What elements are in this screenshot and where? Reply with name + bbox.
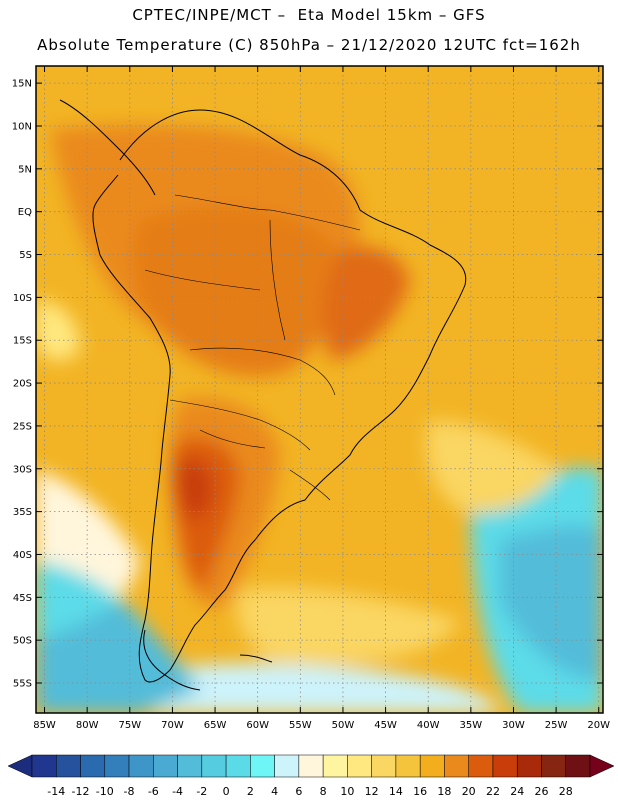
latitude-labels: 15N 10N 5N EQ 5S 10S 15S 20S 25S 30S 35S 40S 45S 50S 5… [12, 79, 32, 690]
colorbar-label: 0 [223, 785, 230, 798]
longitude-labels: 85W 80W 75W 70W 65W 60W 55W 50W 45W 40W 35W 30W 25W 2… [33, 720, 610, 731]
lat-label: 35S [13, 507, 32, 518]
colorbar-high-arrow [589, 754, 615, 778]
lon-label: 30W [502, 720, 525, 731]
lon-label: 60W [246, 720, 269, 731]
colorbar-swatch [104, 754, 130, 778]
colorbar-swatch [274, 754, 300, 778]
lon-label: 45W [374, 720, 397, 731]
colorbar-labels: -14 -12 -10 -8 -6 -4 -2 0 2 4 6 8 10 12 14 16 18 20 22 24 26… [47, 785, 572, 798]
colorbar-swatch [128, 754, 154, 778]
colorbar-label: 8 [320, 785, 327, 798]
colorbar-label: 20 [462, 785, 476, 798]
lat-label: 45S [13, 593, 32, 604]
lon-label: 80W [76, 720, 99, 731]
lon-label: 35W [460, 720, 483, 731]
colorbar-swatch [250, 754, 275, 778]
colorbar-swatch [468, 754, 494, 778]
lon-label: 20W [587, 720, 610, 731]
colorbar-label: 16 [413, 785, 427, 798]
colorbar-label: 22 [486, 785, 500, 798]
colorbar-swatch [56, 754, 81, 778]
colorbar-swatch [225, 754, 251, 778]
map-frame [35, 65, 604, 714]
colorbar-swatch [347, 754, 372, 778]
lat-label: 40S [13, 550, 32, 561]
temperature-field [36, 66, 603, 713]
colorbar-label: 6 [295, 785, 302, 798]
lat-label: 30S [13, 464, 32, 475]
lat-label: 10S [13, 293, 32, 304]
lat-label: 50S [13, 636, 32, 647]
colorbar-label: 26 [534, 785, 548, 798]
colorbar-label: 10 [340, 785, 354, 798]
colorbar-label: -14 [47, 785, 65, 798]
colorbar-label: 18 [437, 785, 451, 798]
lat-label: EQ [18, 207, 32, 218]
colorbar-swatch [31, 754, 57, 778]
colorbar-swatch [322, 754, 348, 778]
colorbar-swatch [541, 754, 566, 778]
colorbar-swatch [565, 754, 591, 778]
colorbar-label: 4 [271, 785, 278, 798]
lon-label: 40W [417, 720, 440, 731]
lat-label: 15N [12, 79, 32, 90]
axis-ticks [36, 66, 603, 713]
lon-label: 55W [289, 720, 312, 731]
lat-label: 5N [18, 164, 32, 175]
graticule [36, 66, 603, 713]
colorbar-label: -12 [72, 785, 90, 798]
colorbar-swatch [492, 754, 518, 778]
colorbar-low-arrow [7, 754, 33, 778]
colorbar-swatch [371, 754, 397, 778]
lon-label: 50W [332, 720, 355, 731]
colorbar-label: -6 [148, 785, 159, 798]
lon-label: 65W [204, 720, 227, 731]
colorbar-label: -10 [96, 785, 114, 798]
title-line-2: Absolute Temperature (C) 850hPa – 21/12/… [37, 36, 581, 54]
title-line-1: CPTEC/INPE/MCT – Eta Model 15km – GFS [132, 6, 486, 24]
colorbar-label: 28 [559, 785, 573, 798]
lat-label: 20S [13, 379, 32, 390]
colorbar-label: -4 [172, 785, 183, 798]
lat-label: 10N [12, 121, 32, 132]
colorbar-swatch [516, 754, 542, 778]
colorbar-label: 2 [247, 785, 254, 798]
colorbar-label: 12 [365, 785, 379, 798]
colorbar-swatch [444, 754, 469, 778]
colorbar-swatch [395, 754, 421, 778]
coastline [59, 99, 467, 691]
colorbar-label: 14 [389, 785, 403, 798]
colorbar [7, 754, 615, 778]
lat-label: 5S [19, 250, 32, 261]
colorbar-swatch [298, 754, 324, 778]
lon-label: 70W [161, 720, 184, 731]
colorbar-swatch [80, 754, 106, 778]
lat-label: 15S [13, 336, 32, 347]
lon-label: 75W [118, 720, 141, 731]
lon-label: 25W [545, 720, 568, 731]
colorbar-swatch [419, 754, 445, 778]
colorbar-swatch [153, 754, 178, 778]
lon-label: 85W [33, 720, 56, 731]
country-borders [144, 194, 361, 501]
lat-label: 55S [13, 679, 32, 690]
colorbar-label: -8 [124, 785, 135, 798]
colorbar-swatch [201, 754, 227, 778]
lat-label: 25S [13, 421, 32, 432]
colorbar-label: -2 [196, 785, 207, 798]
colorbar-label: 24 [510, 785, 524, 798]
colorbar-swatch [177, 754, 203, 778]
